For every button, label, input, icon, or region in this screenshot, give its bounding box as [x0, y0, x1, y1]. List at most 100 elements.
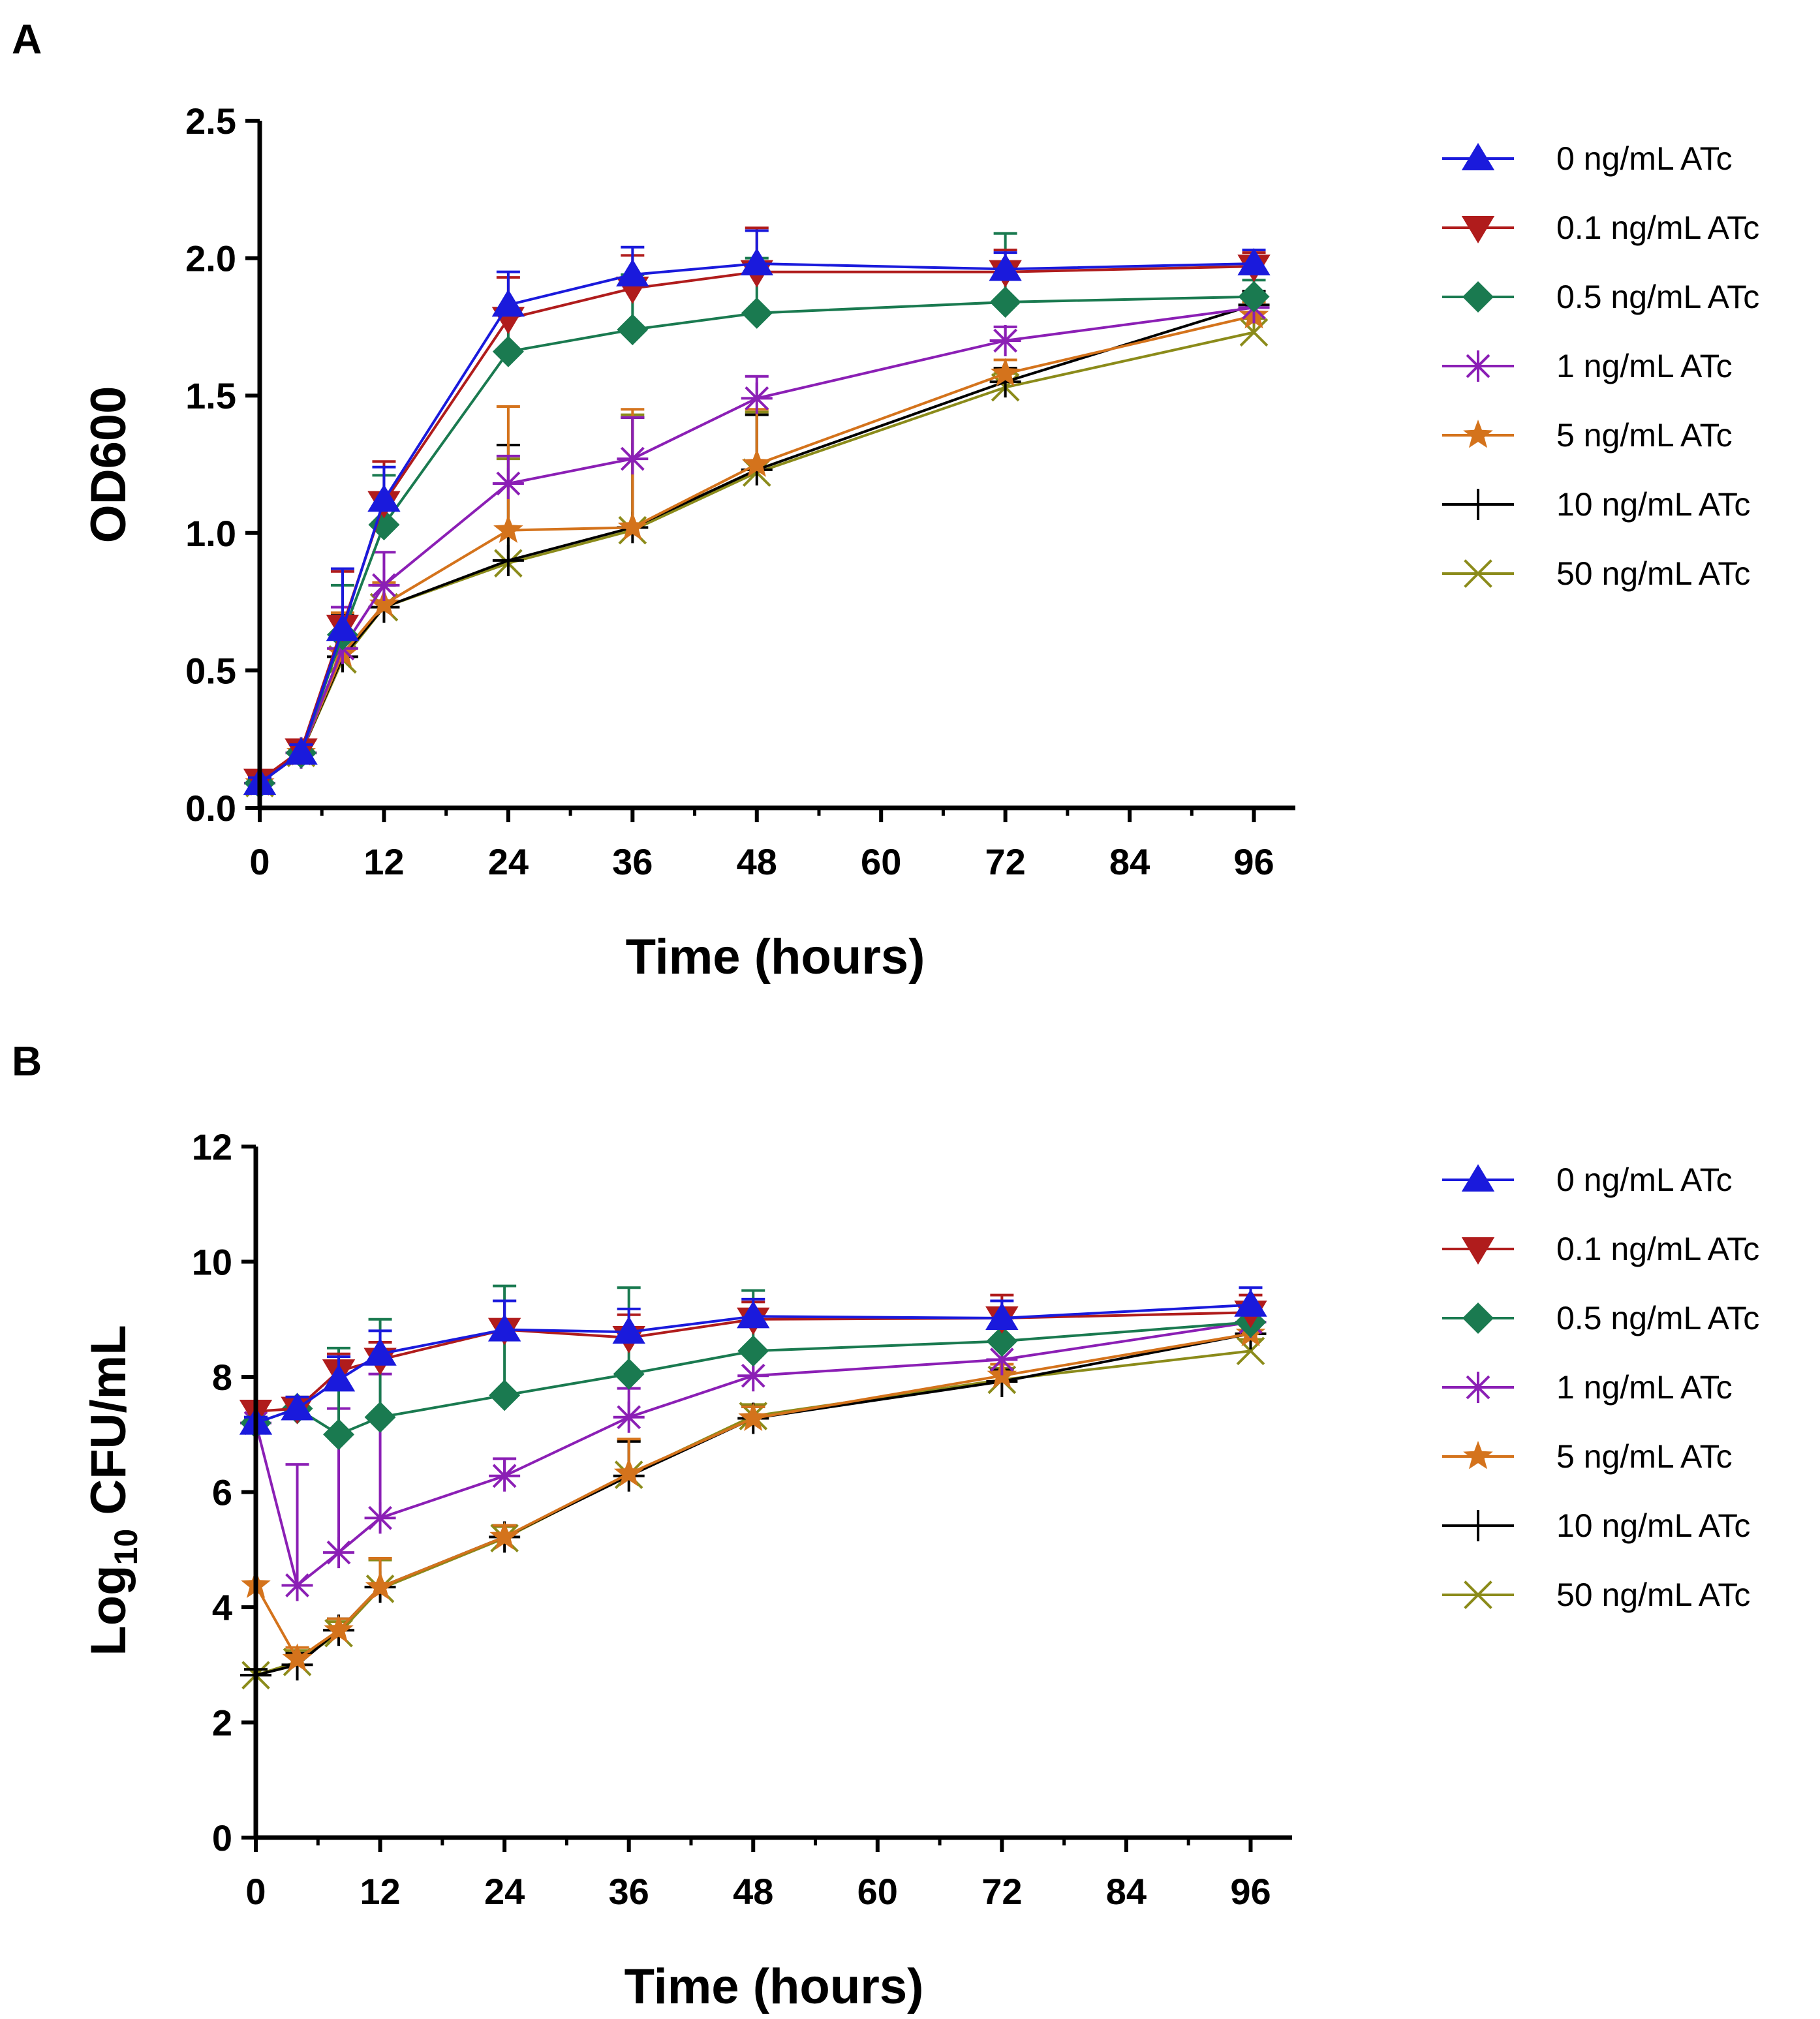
y-axis-title: OD600 — [81, 386, 136, 544]
x-tick-label: 84 — [1109, 841, 1150, 882]
data-point — [1237, 248, 1271, 276]
data-point — [741, 297, 773, 329]
y-tick-label: 2.5 — [185, 100, 236, 142]
y-tick-label: 0.5 — [185, 650, 236, 691]
x-tick-label: 60 — [861, 841, 901, 882]
legend-marker — [1462, 1302, 1494, 1334]
x-tick-label: 36 — [609, 1871, 649, 1912]
data-point — [492, 335, 524, 367]
legend-marker — [1462, 1372, 1494, 1403]
data-point — [737, 1335, 769, 1367]
y-axis-title-prefix: Log — [81, 1565, 136, 1656]
legend-label: 5 ng/mL ATc — [1556, 1438, 1733, 1475]
legend-marker — [1463, 420, 1493, 448]
data-point — [989, 253, 1022, 281]
legend-marker — [1464, 559, 1492, 588]
legend-item: 5 ng/mL ATc — [1442, 417, 1733, 454]
data-point — [740, 248, 773, 276]
data-point — [281, 1569, 313, 1601]
legend-label: 0.5 ng/mL ATc — [1556, 279, 1759, 315]
legend-label: 0.5 ng/mL ATc — [1556, 1300, 1759, 1336]
legend-label: 1 ng/mL ATc — [1556, 1369, 1733, 1406]
legend-item: 0.1 ng/mL ATc — [1442, 1231, 1759, 1267]
y-axis-title-main: CFU/mL — [81, 1325, 136, 1515]
data-point — [285, 737, 318, 765]
series-diamond — [244, 232, 1270, 799]
legend-item: 0 ng/mL ATc — [1442, 1162, 1733, 1198]
y-tick-label: 4 — [212, 1587, 232, 1628]
legend-item: 1 ng/mL ATc — [1442, 1369, 1733, 1406]
panel-label-a: A — [12, 16, 42, 63]
data-point — [990, 358, 1021, 386]
data-point — [369, 589, 399, 617]
data-point — [737, 1360, 769, 1392]
data-point — [741, 448, 772, 477]
data-point — [493, 514, 523, 543]
y-tick-label: 8 — [212, 1357, 232, 1398]
legend-label: 50 ng/mL ATc — [1556, 555, 1750, 592]
legend-marker — [1462, 489, 1494, 520]
x-tick-label: 0 — [245, 1871, 266, 1912]
data-point — [489, 1521, 519, 1550]
data-point — [738, 1402, 769, 1431]
legend-marker — [1464, 1580, 1492, 1609]
data-point — [1239, 318, 1269, 347]
data-point — [323, 1419, 355, 1451]
y-tick-label: 2.0 — [185, 238, 236, 279]
y-tick-label: 0 — [212, 1817, 232, 1858]
series-star — [245, 300, 1269, 796]
data-point — [492, 467, 524, 499]
series-plus — [244, 289, 1270, 799]
legend-label: 0 ng/mL ATc — [1556, 140, 1733, 177]
x-tick-label: 12 — [360, 1871, 400, 1912]
x-tick-label: 24 — [488, 841, 529, 882]
data-point — [487, 1314, 521, 1342]
data-point — [616, 258, 649, 286]
x-tick-label: 36 — [612, 841, 653, 882]
data-point — [365, 1571, 395, 1600]
legend-marker — [1461, 143, 1495, 170]
x-tick-label: 60 — [857, 1871, 898, 1912]
data-point — [367, 484, 401, 512]
data-point — [326, 613, 360, 641]
series-line — [258, 262, 1254, 784]
data-point — [322, 1364, 356, 1392]
y-tick-label: 1.0 — [185, 513, 236, 554]
y-axis-title: Log10 CFU/mL — [81, 1325, 144, 1656]
data-point — [364, 1502, 396, 1534]
legend-item: 0.5 ng/mL ATc — [1442, 279, 1759, 315]
data-point — [368, 569, 400, 601]
data-point — [989, 286, 1021, 318]
x-tick-label: 96 — [1230, 1871, 1271, 1912]
x-tick-label: 72 — [985, 841, 1025, 882]
legend-label: 1 ng/mL ATc — [1556, 348, 1733, 384]
data-point — [985, 1302, 1019, 1330]
data-point — [282, 1643, 313, 1672]
data-point — [281, 1393, 314, 1421]
data-point — [491, 289, 525, 317]
legend-marker — [1461, 1164, 1495, 1192]
data-point — [613, 1401, 645, 1433]
data-point — [1236, 1336, 1265, 1366]
data-point — [489, 1460, 521, 1492]
legend-item: 50 ng/mL ATc — [1442, 555, 1750, 592]
y-tick-label: 1.5 — [185, 375, 236, 416]
legend-marker — [1463, 1441, 1493, 1470]
data-point — [741, 382, 773, 414]
data-point — [368, 509, 400, 541]
data-point — [492, 544, 524, 576]
legend-item: 0 ng/mL ATc — [1442, 140, 1733, 177]
y-tick-label: 12 — [192, 1126, 232, 1167]
x-tick-label: 24 — [484, 1871, 525, 1912]
legend: 0 ng/mL ATc 0.1 ng/mL ATc 0.5 ng/mL ATc 1 n… — [1442, 1162, 1759, 1613]
panel-a: A 0 12 24 36 48 60 72 84 96 0.0 0.5 1.0 1.5 2.0 2.5 T… — [12, 16, 1759, 985]
legend-label: 0.1 ng/mL ATc — [1556, 1231, 1759, 1267]
x-tick-label: 96 — [1233, 841, 1274, 882]
data-point — [617, 512, 648, 540]
legend-label: 0 ng/mL ATc — [1556, 1162, 1733, 1198]
data-point — [617, 443, 649, 475]
x-tick-label: 84 — [1106, 1871, 1147, 1912]
legend-label: 50 ng/mL ATc — [1556, 1577, 1750, 1613]
data-point — [613, 1358, 645, 1390]
legend-marker — [1462, 1510, 1494, 1541]
